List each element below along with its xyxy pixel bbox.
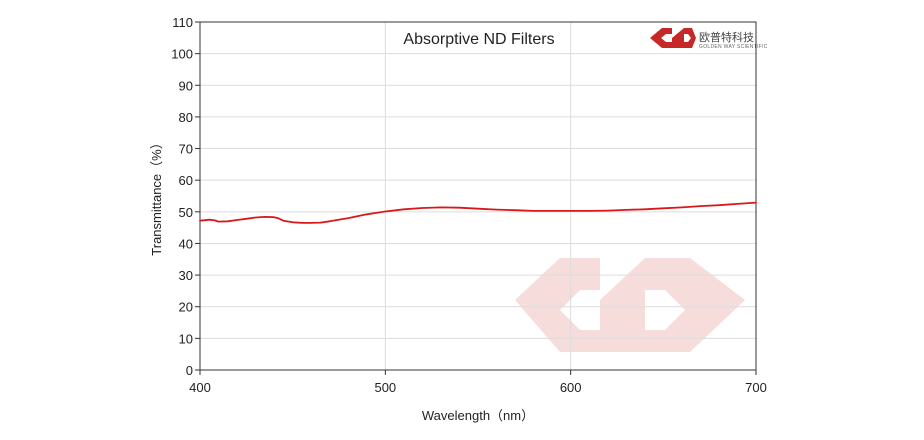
y-axis: 0 10 20 30 40 50 60 70 80 90 100 110 <box>171 15 200 378</box>
x-tick-label: 700 <box>745 380 767 395</box>
y-tick-label: 50 <box>179 205 193 220</box>
brand-name-cn: 欧普特科技 <box>699 30 754 44</box>
x-tick-label: 500 <box>374 380 396 395</box>
brand-logo-icon <box>650 28 696 48</box>
brand-logo: 欧普特科技 GOLDEN WAY SCIENTIFIC <box>650 28 768 50</box>
y-tick-label: 0 <box>186 363 193 378</box>
y-tick-label: 10 <box>179 331 193 346</box>
grid-lines <box>200 21 756 370</box>
x-axis: 400 500 600 700 <box>189 370 767 395</box>
y-tick-label: 20 <box>179 300 193 315</box>
y-tick-label: 80 <box>179 110 193 125</box>
transmittance-series-line <box>199 201 757 224</box>
x-axis-title: Wavelength（nm） <box>422 408 534 423</box>
brand-name-en: GOLDEN WAY SCIENTIFIC <box>699 44 768 50</box>
x-tick-label: 400 <box>189 380 211 395</box>
y-tick-label: 60 <box>179 173 193 188</box>
y-tick-label: 100 <box>171 47 193 62</box>
watermark-shape-left <box>515 258 600 352</box>
watermark-logo <box>515 258 745 352</box>
y-axis-title: Transmittance（%） <box>149 136 164 255</box>
chart-title: Absorptive ND Filters <box>403 31 554 48</box>
y-tick-label: 30 <box>179 268 193 283</box>
y-tick-label: 40 <box>179 236 193 251</box>
y-tick-label: 110 <box>172 15 193 30</box>
x-tick-label: 600 <box>560 380 582 395</box>
watermark-shape-right <box>600 258 745 352</box>
plot-frame <box>199 21 757 371</box>
y-tick-label: 90 <box>179 78 193 93</box>
y-tick-label: 70 <box>179 142 193 157</box>
